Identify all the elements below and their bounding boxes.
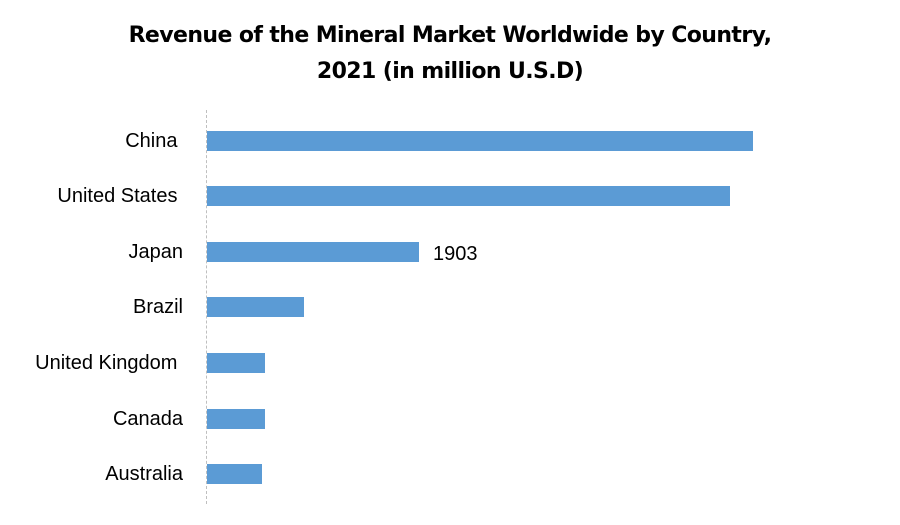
category-label: Japan bbox=[128, 241, 184, 263]
category-label: Australia bbox=[105, 463, 183, 485]
category-label: Canada bbox=[112, 408, 183, 430]
bar bbox=[207, 464, 262, 484]
bar-row-united-states: United States bbox=[0, 185, 900, 207]
bar-row-japan: Japan 1903 bbox=[0, 241, 900, 265]
category-label: Brazil bbox=[132, 296, 183, 318]
category-label: United Kingdom bbox=[35, 352, 183, 374]
bar-row-brazil: Brazil bbox=[0, 296, 900, 318]
category-label: United States bbox=[57, 185, 183, 207]
chart-title-line-2: 2021 (in million U.S.D) bbox=[316, 59, 584, 84]
bar bbox=[207, 131, 753, 151]
data-label: 1903 bbox=[433, 243, 478, 265]
chart-title: Revenue of the Mineral Market Worldwide … bbox=[0, 18, 900, 90]
category-axis-line bbox=[206, 110, 207, 504]
bar bbox=[207, 409, 265, 429]
bar bbox=[207, 186, 730, 206]
bar-row-canada: Canada bbox=[0, 408, 900, 430]
bar-row-united-kingdom: United Kingdom bbox=[0, 352, 900, 374]
category-label: China bbox=[125, 130, 183, 152]
bar bbox=[207, 242, 419, 262]
bar-row-australia: Australia bbox=[0, 463, 900, 485]
chart-title-line-1: Revenue of the Mineral Market Worldwide … bbox=[128, 23, 772, 48]
bar-row-china: China bbox=[0, 130, 900, 152]
bar bbox=[207, 297, 304, 317]
bar bbox=[207, 353, 265, 373]
